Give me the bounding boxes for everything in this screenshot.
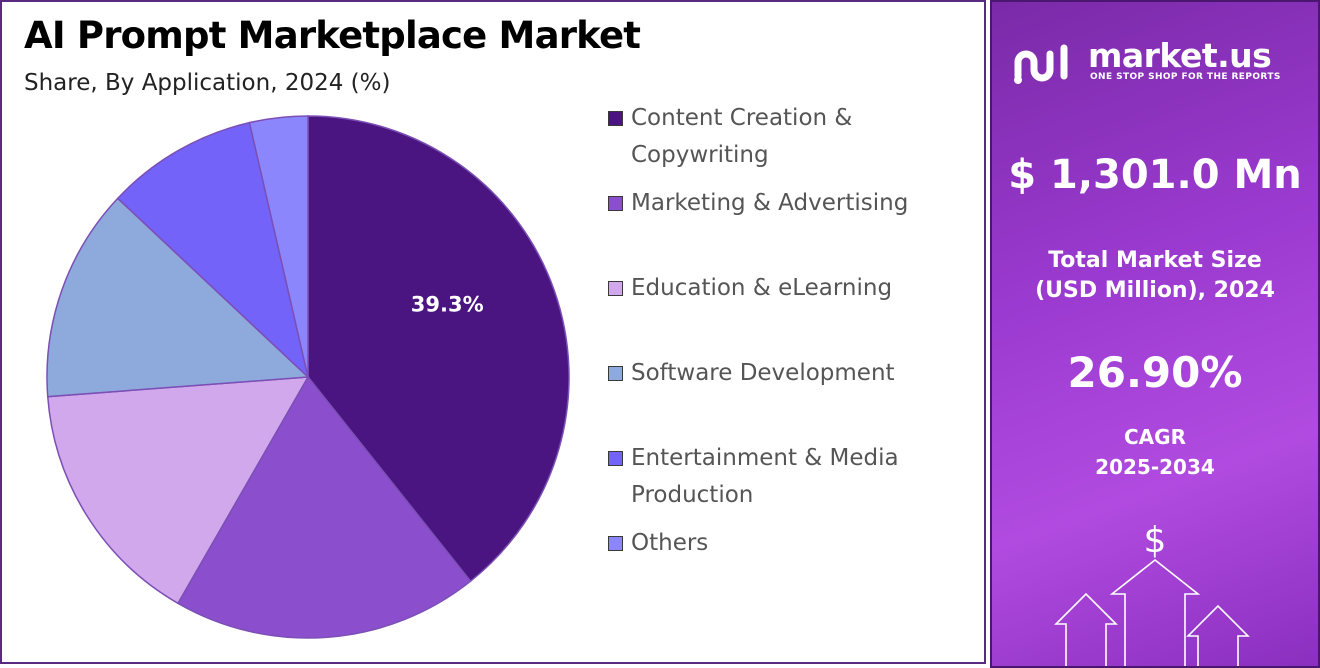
pie-slice-6: [248, 115, 309, 378]
legend-item-software: Software Development: [608, 355, 968, 392]
legend-item-marketing: Marketing & Advertising: [608, 185, 968, 222]
cagr-value: 26.90%: [1067, 348, 1243, 397]
pie-slice-3: [46, 376, 310, 605]
legend-item-education: Education & eLearning: [608, 270, 968, 307]
legend-label: Software Development: [631, 360, 895, 386]
pie-slice-1: [307, 115, 570, 583]
pie-data-label-1: 39.3%: [411, 292, 484, 316]
legend-swatch: [608, 536, 623, 551]
market-size-value: $ 1,301.0 Mn: [1008, 152, 1302, 198]
legend-label: Others: [631, 530, 709, 556]
legend-swatch: [608, 111, 623, 126]
arrow-outlines: [1054, 558, 1250, 666]
growth-arrows-icon: $: [1054, 520, 1250, 666]
chart-panel: AI Prompt Marketplace Market Share, By A…: [0, 0, 986, 664]
pie-data-labels: 39.3%: [411, 292, 484, 316]
market-size-label-line2: (USD Million), 2024: [1035, 278, 1275, 303]
legend-swatch: [608, 281, 623, 296]
market-size-label-line1: Total Market Size: [1048, 248, 1262, 273]
chart-title: AI Prompt Marketplace Market: [24, 14, 641, 57]
legend-item-content-creation: Content Creation & Copywriting: [608, 100, 968, 174]
pie-slices: [46, 115, 570, 639]
legend-label: Marketing & Advertising: [631, 190, 909, 216]
pie-slice-5: [116, 121, 310, 380]
cagr-label-line1: CAGR: [1124, 425, 1186, 449]
chart-subtitle: Share, By Application, 2024 (%): [24, 70, 391, 96]
market-us-logo-icon: [1014, 44, 1068, 84]
brand-name: market.us: [1088, 36, 1272, 75]
legend-label: Content Creation & Copywriting: [631, 105, 853, 168]
brand-tagline: ONE STOP SHOP FOR THE REPORTS: [1090, 72, 1281, 82]
pie-slice-2: [176, 375, 472, 639]
legend-swatch: [608, 451, 623, 466]
legend-label: Education & eLearning: [631, 275, 893, 301]
market-size-label: Total Market Size (USD Million), 2024: [992, 246, 1318, 306]
pie-slice-4: [46, 197, 310, 398]
legend-item-others: Others: [608, 525, 968, 562]
legend-swatch: [608, 366, 623, 381]
brand: market.us ONE STOP SHOP FOR THE REPORTS: [1012, 36, 1312, 96]
summary-panel: market.us ONE STOP SHOP FOR THE REPORTS …: [990, 0, 1320, 668]
legend-label: Entertainment & Media Production: [631, 445, 899, 508]
cagr-label: CAGR 2025-2034: [992, 422, 1318, 482]
legend-item-entertainment: Entertainment & Media Production: [608, 440, 968, 514]
legend-swatch: [608, 196, 623, 211]
dollar-symbol: $: [1144, 520, 1167, 561]
cagr-label-line2: 2025-2034: [1095, 455, 1215, 479]
pie-chart: 39.3%: [46, 115, 570, 639]
